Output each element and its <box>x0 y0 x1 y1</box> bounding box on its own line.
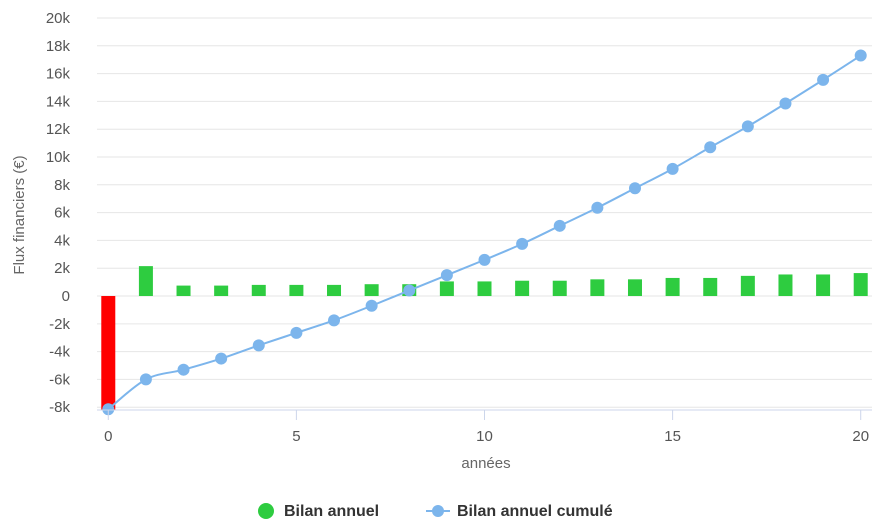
legend-marker-cumulative <box>432 505 444 517</box>
line-point[interactable] <box>440 269 453 282</box>
line-series <box>102 49 867 416</box>
line-point[interactable] <box>591 201 604 214</box>
bar[interactable] <box>176 285 191 297</box>
y-tick-label: 20k <box>46 10 71 27</box>
bar[interactable] <box>627 279 642 297</box>
bar[interactable] <box>590 279 605 297</box>
line-point[interactable] <box>177 363 190 376</box>
bar[interactable] <box>138 266 153 297</box>
legend-item-cumulative[interactable]: Bilan annuel cumulé <box>426 503 613 520</box>
y-tick-label: 2k <box>54 260 70 277</box>
y-tick-label: 18k <box>46 38 71 55</box>
x-tick-label: 15 <box>664 428 681 445</box>
bar[interactable] <box>214 285 229 297</box>
legend-label-annual: Bilan annuel <box>284 503 379 520</box>
x-tick-label: 5 <box>292 428 300 445</box>
bar[interactable] <box>552 280 567 297</box>
line-point[interactable] <box>553 219 566 232</box>
bar[interactable] <box>327 284 342 297</box>
bar-series <box>101 266 868 410</box>
bar[interactable] <box>477 281 492 297</box>
line-point[interactable] <box>741 120 754 133</box>
y-tick-label: 4k <box>54 232 70 249</box>
bar[interactable] <box>364 284 379 297</box>
bar[interactable] <box>703 277 718 297</box>
line-point[interactable] <box>704 141 717 154</box>
line-point[interactable] <box>779 97 792 110</box>
x-tick-label: 0 <box>104 428 112 445</box>
bar[interactable] <box>665 277 680 297</box>
bar[interactable] <box>289 284 304 297</box>
y-tick-label: -4k <box>49 344 70 361</box>
bar[interactable] <box>515 280 530 297</box>
x-axis-title: années <box>461 455 510 472</box>
y-tick-label: 0 <box>62 288 70 305</box>
y-tick-label: -2k <box>49 316 70 333</box>
legend-item-annual[interactable]: Bilan annuel <box>258 503 379 520</box>
bar[interactable] <box>439 281 454 297</box>
bar[interactable] <box>101 296 116 410</box>
bar[interactable] <box>778 274 793 297</box>
y-tick-label: 12k <box>46 121 71 138</box>
line-point[interactable] <box>516 237 529 250</box>
line-point[interactable] <box>666 162 679 175</box>
legend-marker-annual <box>258 503 274 519</box>
line-point[interactable] <box>854 49 867 62</box>
line-point[interactable] <box>102 403 115 416</box>
bar[interactable] <box>740 275 755 297</box>
legend: Bilan annuel Bilan annuel cumulé <box>258 503 613 520</box>
y-axis-title: Flux financiers (€) <box>11 155 28 274</box>
bar[interactable] <box>853 273 868 297</box>
line-point[interactable] <box>628 182 641 195</box>
line-point[interactable] <box>365 299 378 312</box>
y-tick-label: -6k <box>49 371 70 388</box>
line-point[interactable] <box>817 73 830 86</box>
line-point[interactable] <box>403 284 416 297</box>
y-tick-label: -8k <box>49 399 70 416</box>
x-tick-label: 10 <box>476 428 493 445</box>
axes: -8k -6k -4k -2k 0 2k 4k 6k 8k 10k 12k 14k 16k 18k 20k 0… <box>46 10 872 445</box>
line-point[interactable] <box>328 314 341 327</box>
line-point[interactable] <box>252 339 265 352</box>
x-tick-label: 20 <box>852 428 869 445</box>
y-tick-label: 14k <box>46 93 71 110</box>
bar[interactable] <box>816 274 831 297</box>
legend-label-cumulative: Bilan annuel cumulé <box>457 503 613 520</box>
line-point[interactable] <box>478 253 491 266</box>
y-tick-label: 6k <box>54 205 70 222</box>
y-tick-label: 8k <box>54 177 70 194</box>
y-tick-label: 10k <box>46 149 71 166</box>
bar[interactable] <box>251 284 266 297</box>
line-point[interactable] <box>290 326 303 339</box>
line-point[interactable] <box>139 373 152 386</box>
grid <box>97 17 872 408</box>
line-point[interactable] <box>215 352 228 365</box>
y-tick-label: 16k <box>46 66 71 83</box>
